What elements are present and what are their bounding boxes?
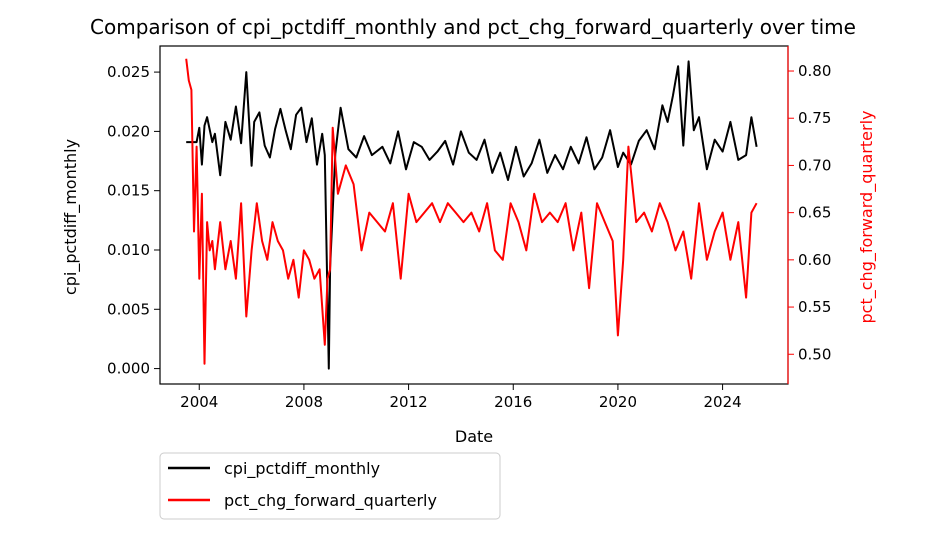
left-tick-label-2: 0.010 bbox=[107, 241, 150, 259]
left-tick-label-4: 0.020 bbox=[107, 122, 150, 140]
x-tick-label-0: 2004 bbox=[180, 393, 218, 411]
x-tick-label-1: 2008 bbox=[285, 393, 323, 411]
left-tick-label-3: 0.015 bbox=[107, 182, 150, 200]
x-tick-label-4: 2020 bbox=[599, 393, 637, 411]
legend: cpi_pctdiff_monthly pct_chg_forward_quar… bbox=[159, 452, 501, 520]
right-tick-label-1: 0.55 bbox=[798, 298, 831, 316]
right-tick-label-4: 0.70 bbox=[798, 156, 831, 174]
left-tick-label-1: 0.005 bbox=[107, 300, 150, 318]
right-tick-label-2: 0.60 bbox=[798, 251, 831, 269]
plot-frame bbox=[159, 45, 789, 385]
x-axis-label: Date bbox=[455, 427, 493, 446]
right-tick-label-6: 0.80 bbox=[798, 62, 831, 80]
left-tick-label-5: 0.025 bbox=[107, 63, 150, 81]
right-tick-label-0: 0.50 bbox=[798, 345, 831, 363]
left-axis-label: cpi_pctdiff_monthly bbox=[61, 139, 81, 295]
left-axis-ticks: 0.000 0.005 0.010 0.015 0.020 0.025 bbox=[107, 63, 160, 378]
series-line-1 bbox=[185, 58, 758, 365]
x-axis-ticks: 2004 2008 2012 2016 2020 2024 bbox=[180, 384, 742, 411]
right-tick-label-5: 0.75 bbox=[798, 109, 831, 127]
right-axis-label: pct_chg_forward_quarterly bbox=[857, 111, 877, 324]
series-line-0 bbox=[186, 60, 758, 370]
legend-label-cpi: cpi_pctdiff_monthly bbox=[224, 459, 380, 479]
x-tick-label-5: 2024 bbox=[703, 393, 741, 411]
x-tick-label-2: 2012 bbox=[389, 393, 427, 411]
series-layer bbox=[185, 58, 758, 370]
chart-title: Comparison of cpi_pctdiff_monthly and pc… bbox=[90, 15, 856, 39]
left-tick-label-0: 0.000 bbox=[107, 360, 150, 378]
legend-label-pct: pct_chg_forward_quarterly bbox=[224, 491, 437, 511]
right-axis-ticks: 0.50 0.55 0.60 0.65 0.70 0.75 0.80 bbox=[787, 46, 831, 384]
right-tick-label-3: 0.65 bbox=[798, 204, 831, 222]
x-tick-label-3: 2016 bbox=[494, 393, 532, 411]
legend-box bbox=[159, 452, 501, 520]
